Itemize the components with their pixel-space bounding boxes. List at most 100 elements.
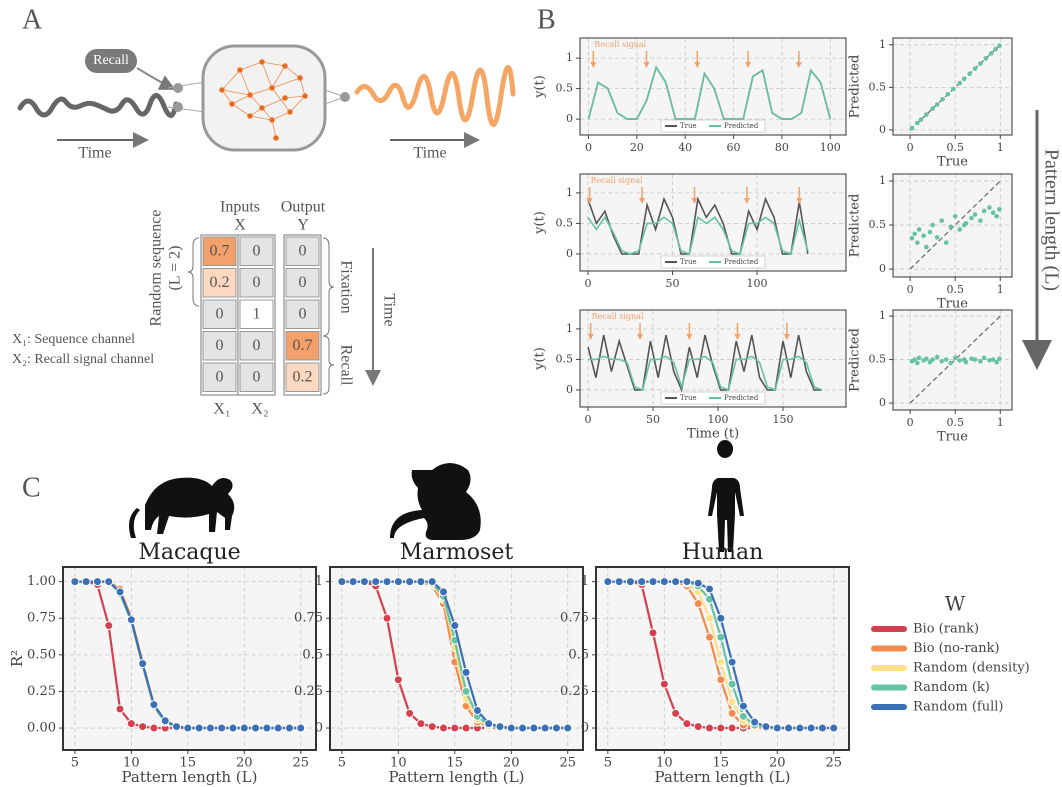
table-cell [285, 236, 320, 266]
plot-area [63, 567, 316, 750]
table-cell [239, 299, 274, 329]
marker [138, 659, 148, 669]
panel-letter: A [22, 4, 43, 35]
x-tick-label: 150 [772, 413, 793, 426]
brace [322, 335, 335, 395]
point [909, 235, 915, 241]
side-label: Pattern length (L) [1040, 149, 1062, 291]
y-tick-label: 0.50 [27, 647, 56, 662]
marker [439, 723, 449, 733]
point [951, 86, 956, 92]
marker [205, 723, 215, 733]
x-tick-label: 0 [907, 141, 914, 154]
y-tick-label: 0 [566, 247, 573, 260]
marker [115, 704, 125, 714]
point [940, 96, 945, 102]
x-axis-label: Pattern length (L) [389, 768, 525, 786]
y-tick-label: 1 [879, 309, 886, 322]
marker [603, 577, 613, 587]
point [963, 359, 969, 365]
table-value: 0 [253, 368, 261, 385]
x-tick-label: 80 [775, 141, 789, 154]
table-value: 0 [253, 274, 261, 291]
marker [115, 587, 125, 597]
point [915, 360, 920, 366]
input-node [173, 102, 183, 112]
marker [614, 577, 624, 587]
plot-frame [892, 37, 1013, 136]
recall-arrow-head [691, 198, 698, 204]
x-axis-label: True [937, 297, 968, 312]
point [943, 240, 949, 245]
y-tick-label: 1 [566, 322, 573, 335]
table-cell [202, 268, 237, 298]
table-value: 0 [216, 337, 224, 354]
marker [682, 719, 692, 729]
sequence-length: (L = 2) [167, 246, 184, 291]
y-tick-label: 0.5 [556, 216, 574, 229]
legend-label: Random (k) [913, 680, 990, 695]
output-node [340, 92, 350, 102]
marker [450, 723, 460, 733]
table-cell [239, 236, 274, 266]
recall-tag [85, 49, 137, 73]
marker [296, 723, 306, 733]
point [997, 43, 1002, 48]
point [924, 356, 929, 361]
marker [70, 577, 80, 587]
marker [183, 723, 193, 733]
channel-legend: X₁: Sequence channel [12, 332, 135, 347]
network [219, 59, 308, 141]
x-tick-label: 0 [907, 416, 914, 429]
y-tick-label: 1 [566, 186, 573, 199]
output-symbol: Y [297, 217, 309, 234]
table-value: 0.7 [210, 242, 230, 259]
point [915, 240, 920, 245]
recall-arrow-head [639, 198, 646, 204]
marker [138, 722, 148, 732]
point [952, 355, 958, 361]
x-tick-label: 1 [997, 283, 1004, 296]
marker [461, 686, 471, 696]
marker [625, 577, 635, 587]
x-tick-label: 1 [997, 416, 1004, 429]
point [972, 66, 978, 71]
point [939, 359, 944, 364]
column-label: X₂ [251, 401, 268, 418]
table-cell [239, 268, 274, 298]
recall-arrow-head [694, 62, 701, 68]
point [930, 106, 935, 111]
x-tick-label: 10 [656, 756, 673, 771]
point [981, 208, 987, 214]
marker [416, 719, 426, 729]
recall-label: Recall [337, 345, 354, 386]
point [934, 102, 940, 107]
marker [416, 577, 426, 587]
y-tick-label: 0.25 [560, 684, 589, 699]
table-cell [285, 299, 320, 329]
point [945, 91, 951, 97]
marker [472, 705, 482, 715]
y-tick-label: 0.25 [27, 684, 56, 699]
chart-title: Macaque [138, 540, 240, 565]
plot-frame [579, 309, 847, 408]
y-tick-label: 0.75 [27, 611, 56, 626]
point [915, 120, 920, 126]
recall-arrow-head [586, 198, 593, 204]
marker [829, 723, 839, 733]
input-node [173, 83, 183, 93]
y-tick-label: 0.5 [556, 352, 574, 365]
recall-arrow-head [734, 334, 741, 340]
marker [81, 577, 91, 587]
marker [382, 613, 392, 623]
channel-legend: X₂: Recall signal channel [12, 352, 154, 367]
marker [693, 722, 703, 732]
point [967, 71, 972, 77]
point [990, 210, 996, 216]
y-axis-label: Predicted [848, 194, 863, 258]
silhouettes [129, 440, 744, 552]
y-tick-label: 0.25 [294, 684, 323, 699]
network-box [201, 44, 327, 152]
y-axis-label: y(t) [533, 347, 548, 371]
